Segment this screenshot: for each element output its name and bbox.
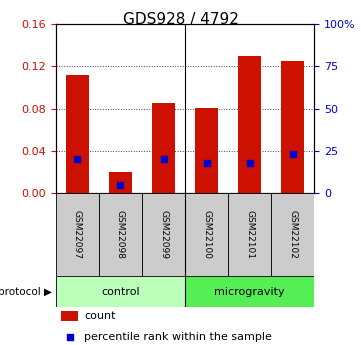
Bar — [109, 172, 132, 193]
Text: control: control — [101, 287, 140, 296]
Text: GSM22101: GSM22101 — [245, 210, 254, 259]
Point — [290, 151, 295, 157]
Text: GSM22102: GSM22102 — [288, 210, 297, 259]
Text: GSM22099: GSM22099 — [159, 210, 168, 259]
Bar — [185, 276, 314, 307]
Bar — [228, 193, 271, 276]
Bar — [185, 193, 228, 276]
Point — [67, 334, 73, 339]
Text: GSM22098: GSM22098 — [116, 210, 125, 259]
Text: GSM22097: GSM22097 — [73, 210, 82, 259]
Bar — [195, 108, 218, 193]
Bar — [66, 75, 89, 193]
Bar — [61, 311, 78, 322]
Bar — [99, 193, 142, 276]
Bar — [56, 193, 99, 276]
Bar — [142, 193, 185, 276]
Bar — [238, 56, 261, 193]
Point — [204, 160, 209, 166]
Bar — [152, 104, 175, 193]
Text: protocol ▶: protocol ▶ — [0, 287, 52, 296]
Text: microgravity: microgravity — [214, 287, 285, 296]
Bar — [271, 193, 314, 276]
Bar — [281, 61, 304, 193]
Text: GSM22100: GSM22100 — [202, 210, 211, 259]
Point — [75, 156, 81, 161]
Bar — [56, 276, 185, 307]
Text: percentile rank within the sample: percentile rank within the sample — [84, 332, 272, 342]
Point — [118, 182, 123, 187]
Text: GDS928 / 4792: GDS928 / 4792 — [123, 12, 238, 27]
Point — [247, 160, 252, 166]
Text: count: count — [84, 311, 116, 321]
Point — [161, 157, 166, 162]
